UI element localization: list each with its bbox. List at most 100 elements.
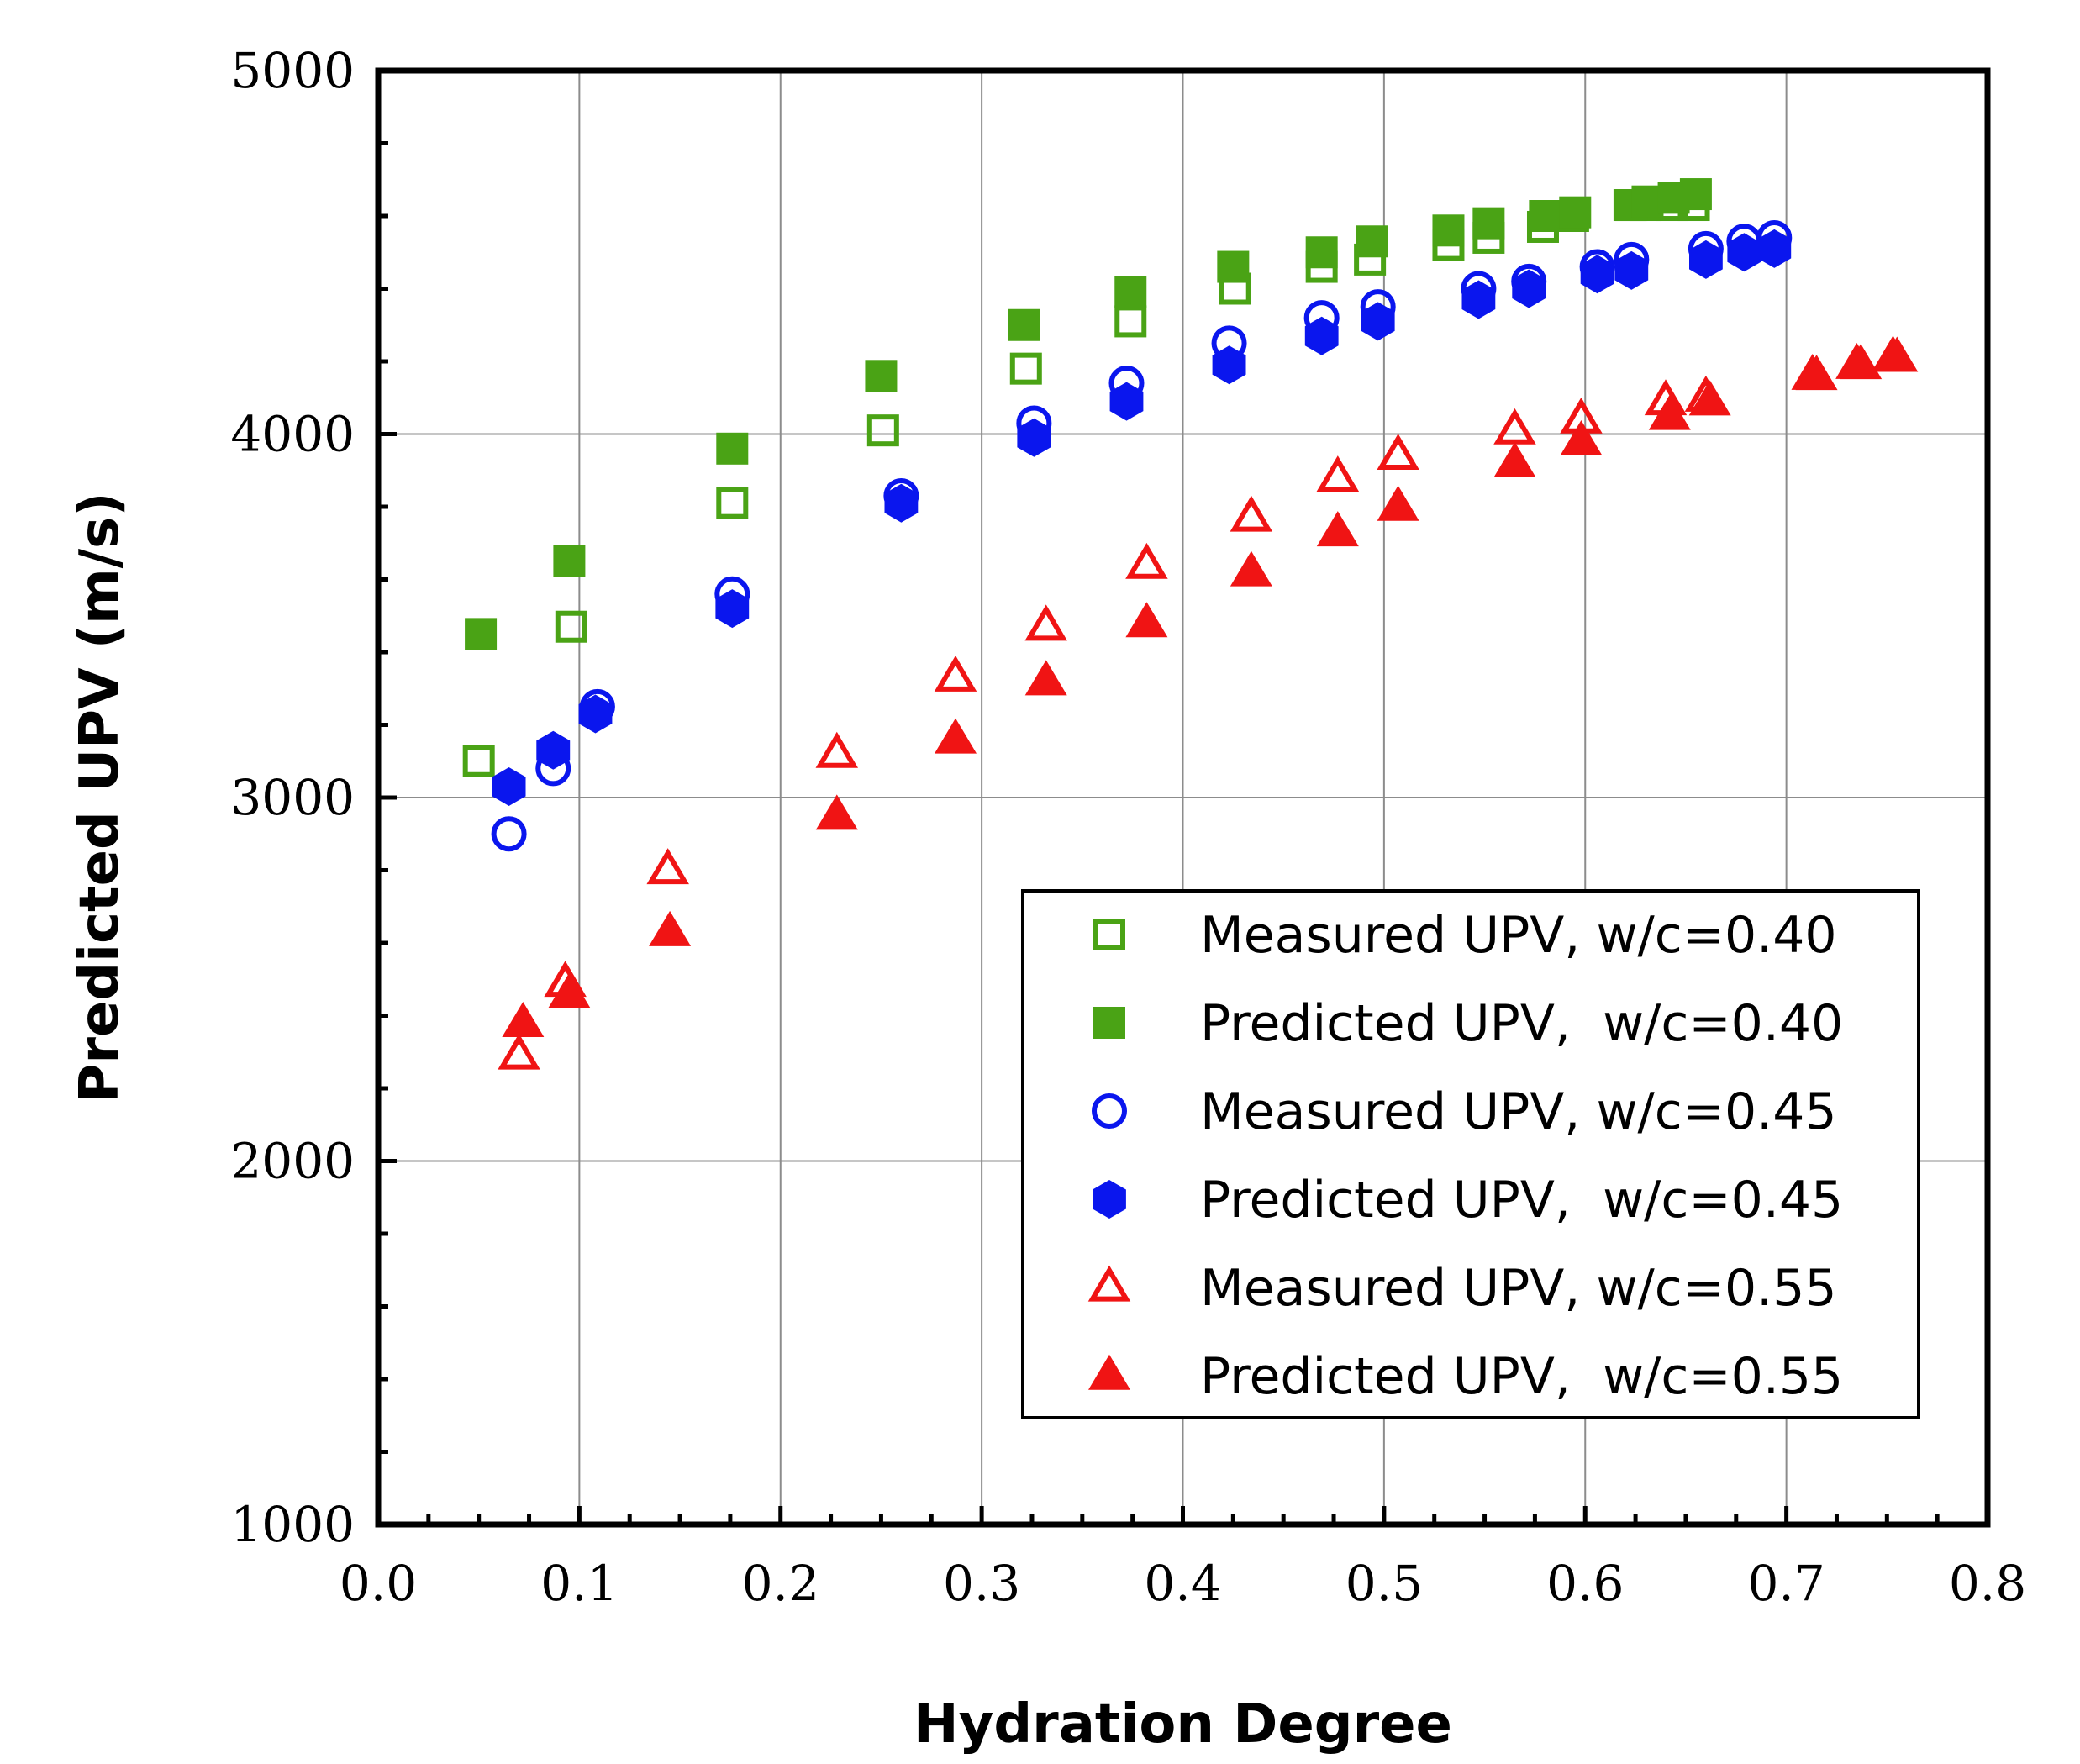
data-point [1688, 380, 1731, 416]
legend-label: Predicted UPV, w/c=0.40 [1200, 994, 1843, 1053]
y-tick-label: 2000 [230, 1133, 355, 1190]
data-point [1648, 394, 1691, 430]
tick-labels: 0.0 0.1 0.2 0.3 0.4 0.5 0.6 0.7 0.8 1000 2000 3000 4… [230, 42, 2026, 1612]
legend-marker [1093, 919, 1125, 950]
series-2 [465, 178, 1712, 650]
legend-marker [1093, 1007, 1125, 1039]
data-point [1009, 352, 1042, 385]
x-tick-label: 0.4 [1144, 1555, 1221, 1612]
x-axis-title: Hydration Degree [914, 1693, 1452, 1756]
data-point [715, 589, 750, 629]
data-point [1614, 250, 1649, 290]
data-point [1217, 250, 1250, 283]
y-tick-label: 1000 [230, 1496, 355, 1553]
data-point [1432, 214, 1465, 247]
data-point [1212, 345, 1246, 385]
data-point [1689, 240, 1723, 279]
data-point [1356, 225, 1388, 258]
data-point [1304, 316, 1339, 355]
data-point [1512, 269, 1546, 308]
data-point [646, 848, 689, 885]
data-point [815, 794, 858, 830]
y-tick-label: 3000 [230, 769, 355, 826]
x-tick-label: 0.5 [1345, 1555, 1423, 1612]
data-point [934, 655, 977, 692]
data-point [1230, 495, 1273, 532]
legend-item: Measured UPV, w/c=0.40 [1093, 906, 1837, 965]
x-tick-label: 0.3 [943, 1555, 1020, 1612]
data-point [1125, 602, 1168, 638]
data-point [502, 1001, 545, 1037]
x-tick-label: 0.0 [340, 1555, 417, 1612]
x-tick-label: 0.7 [1748, 1555, 1825, 1612]
data-point [866, 414, 899, 447]
data-point [1361, 302, 1395, 341]
x-tick-label: 0.1 [540, 1555, 618, 1612]
data-point [1377, 485, 1419, 521]
data-point [1109, 382, 1144, 421]
data-point [649, 910, 692, 946]
legend-label: Predicted UPV, w/c=0.45 [1200, 1171, 1843, 1230]
data-point [1679, 178, 1712, 211]
legend-label: Measured UPV, w/c=0.55 [1200, 1259, 1837, 1318]
legend-marker [1087, 1265, 1131, 1302]
data-point [935, 718, 977, 754]
data-point [553, 545, 586, 577]
data-point [1493, 408, 1536, 445]
legend-item: Predicted UPV, w/c=0.55 [1088, 1347, 1843, 1406]
legend-label: Measured UPV, w/c=0.45 [1200, 1082, 1837, 1141]
data-point [492, 767, 526, 806]
data-point [1377, 434, 1419, 471]
data-point [1125, 542, 1168, 579]
legend-item: Measured UPV, w/c=0.55 [1087, 1259, 1837, 1318]
data-point [1472, 207, 1505, 240]
data-point [1024, 604, 1067, 641]
data-point [1580, 255, 1614, 294]
y-axis-title: Predicted UPV (m/s) [69, 492, 131, 1103]
y-tick-label: 4000 [230, 406, 355, 463]
data-point [865, 360, 898, 392]
legend-marker [1088, 1354, 1130, 1390]
data-point [1305, 236, 1338, 269]
plot-frame [375, 67, 1991, 1528]
data-point [548, 972, 591, 1008]
data-point [1559, 196, 1592, 229]
data-point [1024, 660, 1067, 696]
data-point [555, 610, 587, 643]
legend-label: Measured UPV, w/c=0.40 [1200, 906, 1837, 965]
data-point [498, 1033, 540, 1070]
data-point [815, 731, 859, 768]
data-point [1757, 229, 1792, 268]
data-point [1560, 419, 1603, 455]
data-point [1316, 511, 1359, 547]
x-tick-label: 0.6 [1546, 1555, 1624, 1612]
data-point [1008, 308, 1040, 341]
y-tick-label: 5000 [230, 42, 355, 99]
data-points [462, 178, 1919, 1070]
data-point [462, 745, 495, 777]
data-point [1876, 336, 1919, 372]
data-point [1840, 344, 1883, 380]
legend-box [1021, 889, 1920, 1419]
series-4 [492, 229, 1792, 806]
x-tick-label: 0.2 [742, 1555, 819, 1612]
x-tick-label: 0.8 [1949, 1555, 2026, 1612]
data-point [465, 618, 498, 650]
legend-item: Measured UPV, w/c=0.45 [1092, 1082, 1837, 1141]
data-point [1316, 455, 1360, 492]
data-point [578, 694, 613, 734]
legend-item: Predicted UPV, w/c=0.40 [1093, 994, 1843, 1053]
legend: Measured UPV, w/c=0.40 Predicted UPV, w/c… [1021, 889, 1920, 1419]
legend-label: Predicted UPV, w/c=0.55 [1200, 1347, 1843, 1406]
data-point [1727, 233, 1761, 272]
data-point [1493, 441, 1536, 477]
data-point [716, 432, 749, 465]
legend-marker [1093, 1180, 1126, 1219]
legend-item: Predicted UPV, w/c=0.45 [1093, 1171, 1843, 1230]
data-point [1529, 200, 1561, 232]
data-point [1017, 418, 1051, 457]
data-point [884, 483, 919, 523]
data-point [716, 487, 749, 519]
